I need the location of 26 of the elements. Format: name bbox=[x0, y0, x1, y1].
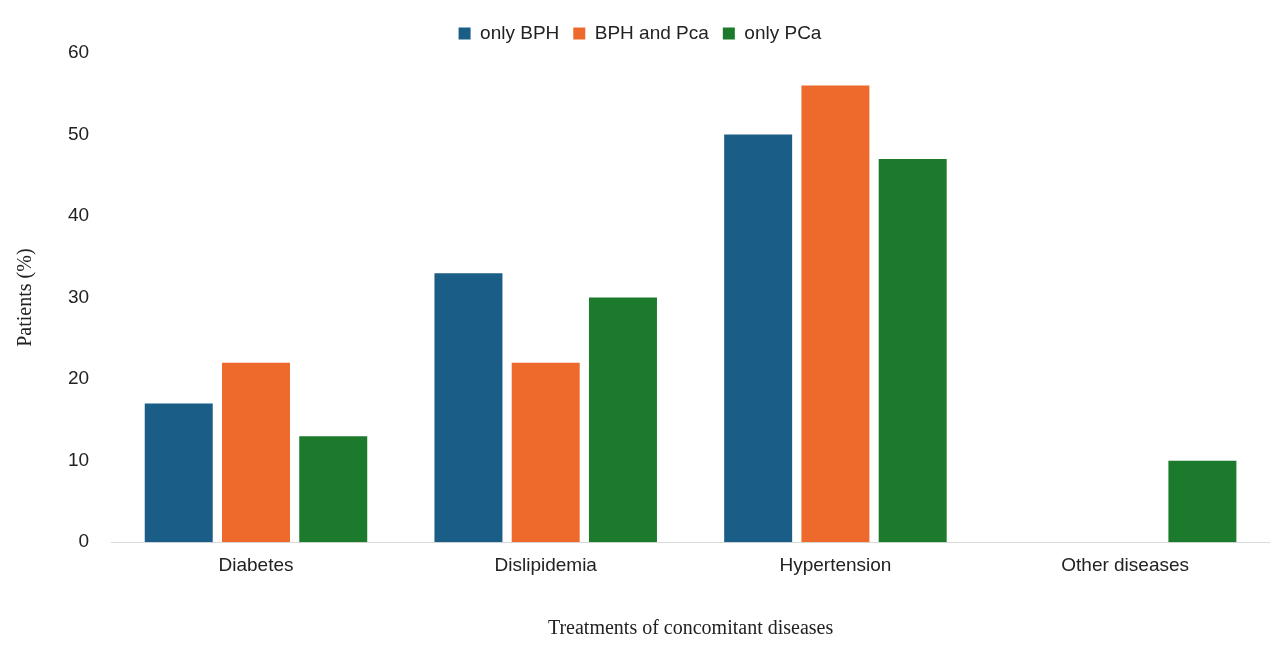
bar bbox=[724, 134, 793, 543]
x-tick-label: Dislipidemia bbox=[494, 553, 598, 575]
y-tick-label: 30 bbox=[67, 285, 90, 307]
bar bbox=[801, 85, 870, 543]
bar bbox=[588, 297, 657, 543]
bar bbox=[222, 362, 290, 543]
x-tick-label: Diabetes bbox=[218, 553, 294, 575]
y-axis-title: Patients (%) bbox=[13, 248, 37, 347]
y-tick-label: 50 bbox=[67, 122, 90, 144]
bar bbox=[878, 158, 947, 543]
y-tick-label: 10 bbox=[67, 448, 90, 470]
legend-label: only BPH bbox=[480, 21, 560, 43]
bar bbox=[1168, 460, 1237, 543]
y-tick-label: 0 bbox=[78, 530, 90, 552]
bar bbox=[511, 362, 580, 543]
y-tick-label: 20 bbox=[67, 367, 90, 389]
y-tick-label: 60 bbox=[67, 41, 90, 63]
x-tick-label: Hypertension bbox=[779, 553, 892, 575]
x-axis-title: Treatments of concomitant diseases bbox=[547, 616, 834, 639]
bar bbox=[299, 436, 368, 543]
legend-label: BPH and Pca bbox=[594, 21, 710, 43]
x-tick-label: Other diseases bbox=[1061, 553, 1190, 575]
legend-label: only PCa bbox=[744, 21, 822, 43]
bar bbox=[144, 403, 213, 543]
y-tick-label: 40 bbox=[67, 204, 90, 226]
bar bbox=[434, 273, 503, 543]
